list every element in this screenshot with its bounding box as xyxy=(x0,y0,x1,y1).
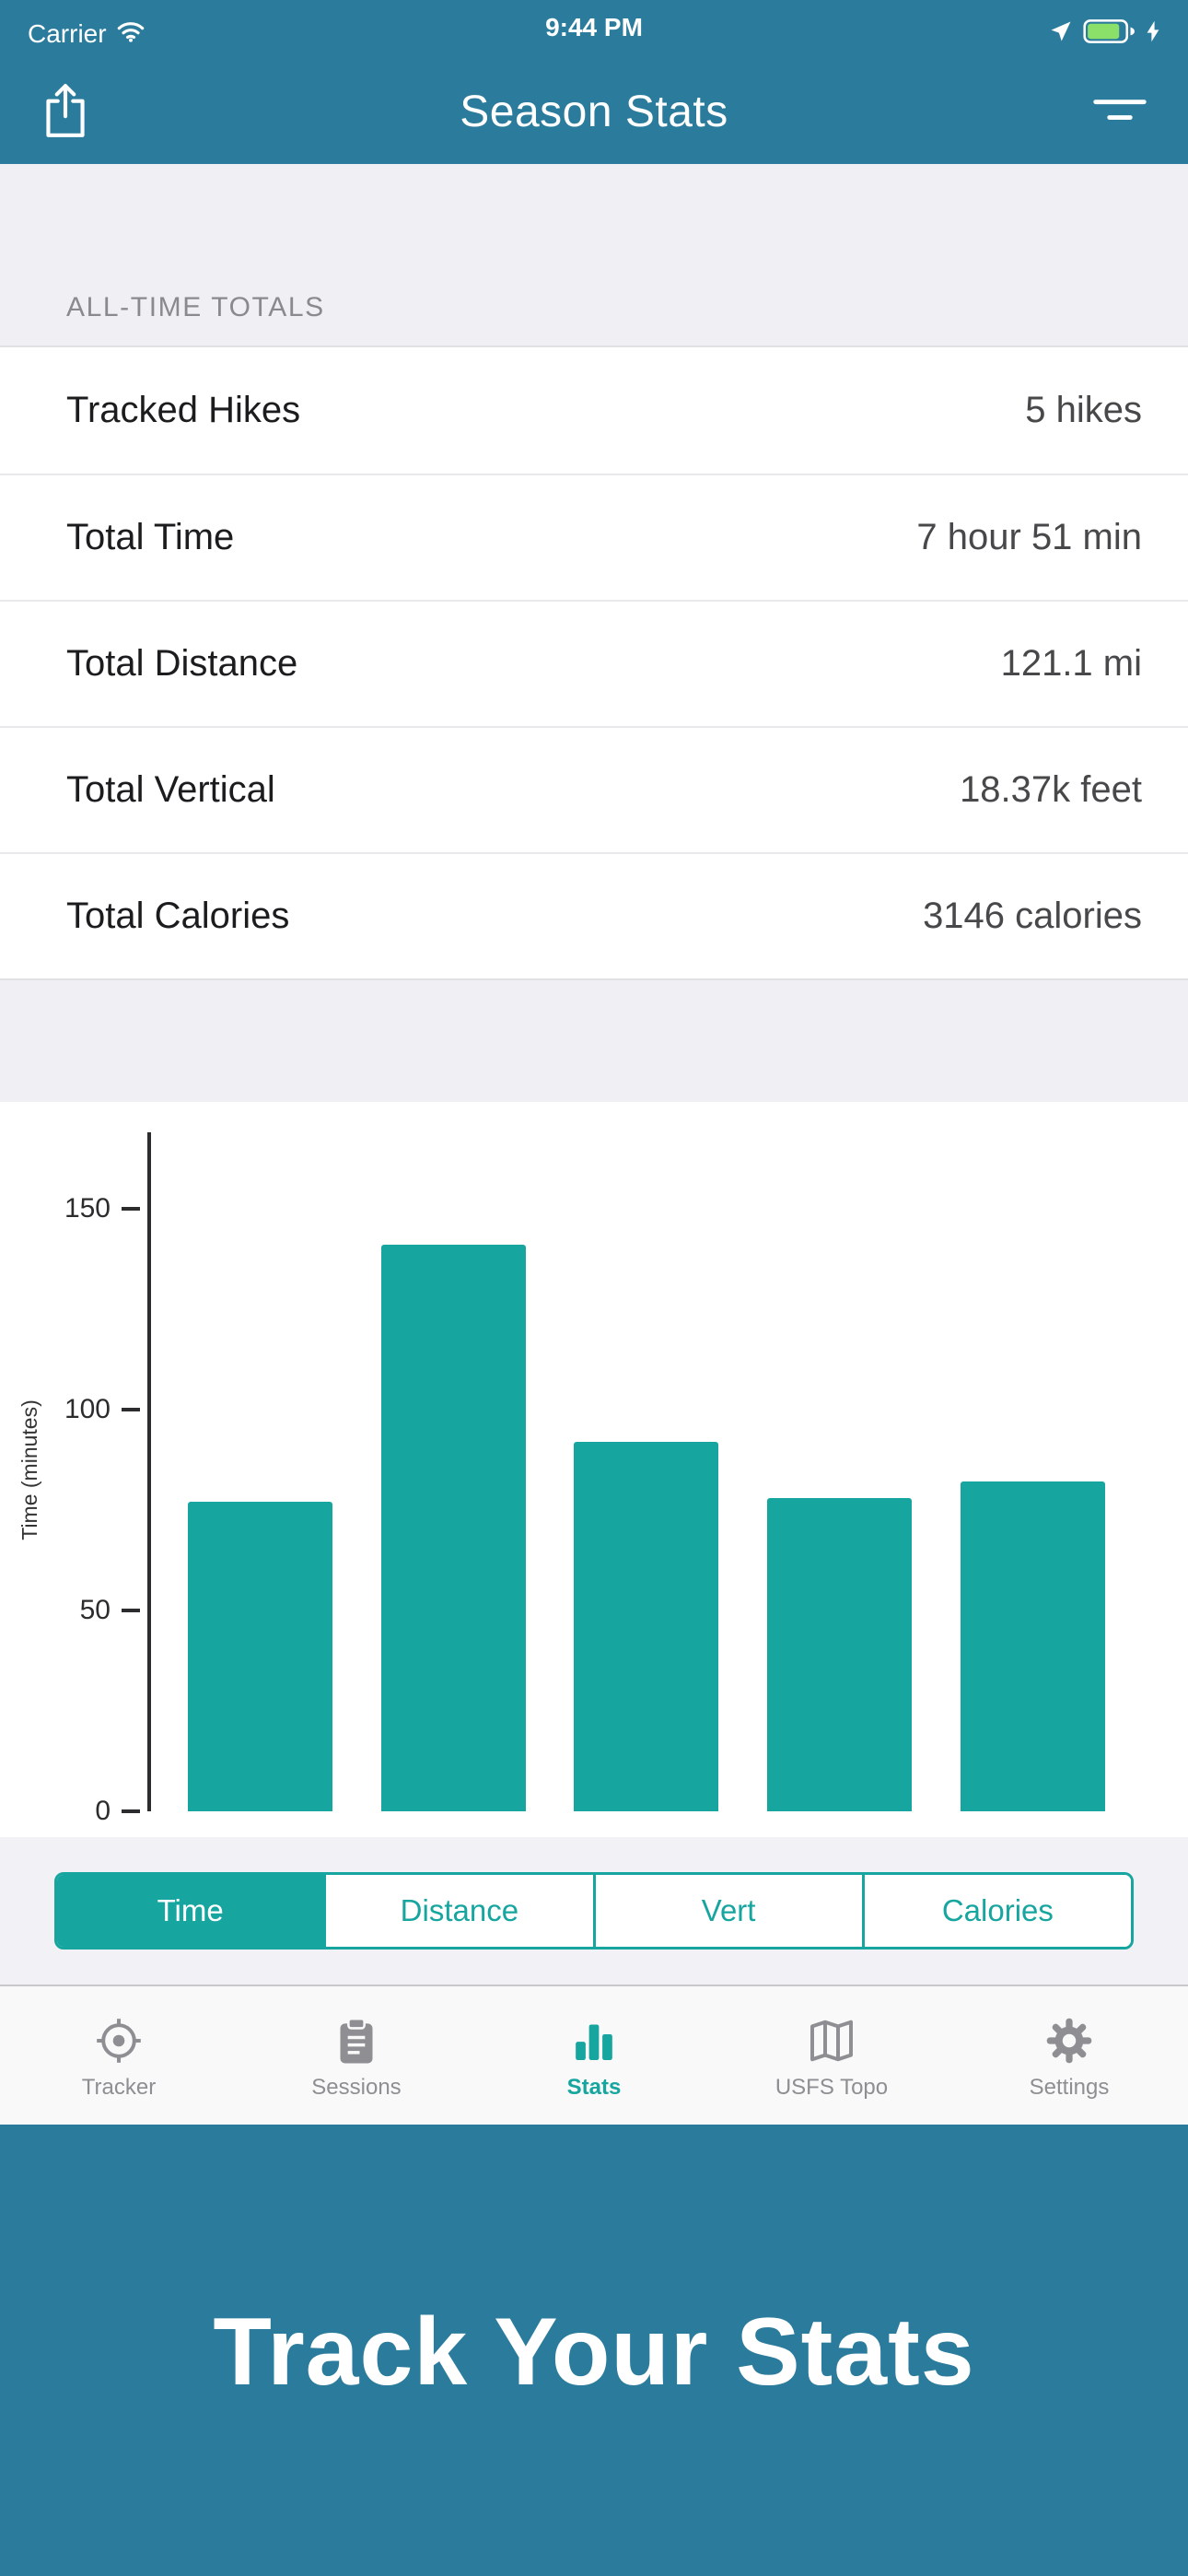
section-header: ALL-TIME TOTALS xyxy=(66,292,325,322)
chart-bar xyxy=(960,1481,1105,1811)
stat-label: Tracked Hikes xyxy=(66,390,301,430)
tab-label: Stats xyxy=(566,2074,622,2100)
sessions-clipboard-icon xyxy=(331,2015,382,2067)
y-axis-label: Time (minutes) xyxy=(17,1399,41,1540)
clock: 9:44 PM xyxy=(545,13,643,41)
filter-icon xyxy=(1092,93,1147,131)
chart-bar xyxy=(188,1502,333,1811)
tab-label: Tracker xyxy=(81,2074,157,2100)
tab-label: USFS Topo xyxy=(775,2074,889,2100)
y-tick-label: 0 xyxy=(95,1796,111,1826)
stat-value: 121.1 mi xyxy=(1000,643,1142,684)
banner-title: Track Your Stats xyxy=(213,2298,975,2406)
tab-label: Settings xyxy=(1029,2074,1110,2100)
stat-label: Total Time xyxy=(66,517,235,557)
spacer xyxy=(0,980,1188,1102)
charging-bolt-icon xyxy=(1146,19,1160,50)
chart-bar xyxy=(767,1497,913,1811)
y-tick-mark xyxy=(122,1206,140,1211)
tab-usfs-topo[interactable]: USFS Topo xyxy=(713,1986,950,2125)
stat-value: 3146 calories xyxy=(923,896,1142,936)
y-tick-label: 150 xyxy=(64,1192,111,1224)
segment-time[interactable]: Time xyxy=(57,1875,324,1947)
share-icon xyxy=(41,80,90,144)
status-icons xyxy=(1048,18,1160,51)
segmented-control-area: Time Distance Vert Calories xyxy=(0,1837,1188,1985)
tab-sessions[interactable]: Sessions xyxy=(238,1986,475,2125)
chart-section: Time (minutes) 0 50 100 150 xyxy=(0,1102,1188,1837)
y-tick-label: 50 xyxy=(79,1594,111,1625)
y-tick-label: 100 xyxy=(64,1393,111,1424)
filter-button[interactable] xyxy=(1092,93,1147,131)
y-tick-mark xyxy=(122,1608,140,1612)
tab-tracker[interactable]: Tracker xyxy=(0,1986,238,2125)
marketing-banner: Track Your Stats xyxy=(0,2125,1188,2576)
carrier-label: Carrier xyxy=(28,19,107,48)
plot-area: 0 50 100 150 xyxy=(64,1132,1142,1826)
stat-row: Total Distance 121.1 mi xyxy=(0,600,1188,726)
stat-value: 18.37k feet xyxy=(960,769,1142,810)
stat-label: Total Vertical xyxy=(66,769,275,810)
nav-bar: Season Stats xyxy=(0,59,1188,164)
tracker-target-icon xyxy=(93,2015,145,2067)
y-axis-label-wrap: Time (minutes) xyxy=(0,1102,59,1837)
page-title: Season Stats xyxy=(460,87,728,136)
stat-row: Total Calories 3146 calories xyxy=(0,852,1188,978)
settings-gear-icon xyxy=(1043,2015,1095,2067)
wifi-icon xyxy=(116,19,146,49)
status-bar: Carrier 9:44 PM xyxy=(0,0,1188,59)
tab-bar: Tracker Sessions Stats USFS Topo Settings xyxy=(0,1985,1188,2125)
y-tick-mark xyxy=(122,1407,140,1411)
totals-list: Tracked Hikes 5 hikes Total Time 7 hour 51 … xyxy=(0,345,1188,980)
segment-distance[interactable]: Distance xyxy=(323,1875,593,1947)
bars xyxy=(151,1132,1142,1811)
carrier-area: Carrier xyxy=(28,19,146,49)
y-tick-mark xyxy=(122,1809,140,1813)
stats-bar-chart-icon xyxy=(568,2015,620,2067)
tab-label: Sessions xyxy=(311,2074,402,2100)
stat-label: Total Distance xyxy=(66,643,298,684)
y-tick: 0 xyxy=(57,1796,147,1827)
stat-row: Total Vertical 18.37k feet xyxy=(0,726,1188,852)
y-tick: 50 xyxy=(57,1595,147,1626)
chart-bar xyxy=(574,1441,719,1811)
stat-value: 5 hikes xyxy=(1025,390,1142,430)
stat-value: 7 hour 51 min xyxy=(916,517,1142,557)
tab-settings[interactable]: Settings xyxy=(950,1986,1188,2125)
share-button[interactable] xyxy=(41,80,90,144)
segmented-control: Time Distance Vert Calories xyxy=(54,1872,1134,1950)
stat-row: Tracked Hikes 5 hikes xyxy=(0,347,1188,474)
segment-calories[interactable]: Calories xyxy=(861,1875,1131,1947)
battery-icon xyxy=(1083,18,1136,51)
usfs-topo-map-icon xyxy=(806,2015,857,2067)
y-tick: 150 xyxy=(57,1193,147,1224)
segment-vert[interactable]: Vert xyxy=(592,1875,862,1947)
y-tick: 100 xyxy=(57,1394,147,1425)
location-arrow-icon xyxy=(1048,18,1074,51)
stat-label: Total Calories xyxy=(66,896,290,936)
chart-bar xyxy=(380,1245,526,1811)
tab-stats[interactable]: Stats xyxy=(475,1986,713,2125)
stat-row: Total Time 7 hour 51 min xyxy=(0,474,1188,600)
